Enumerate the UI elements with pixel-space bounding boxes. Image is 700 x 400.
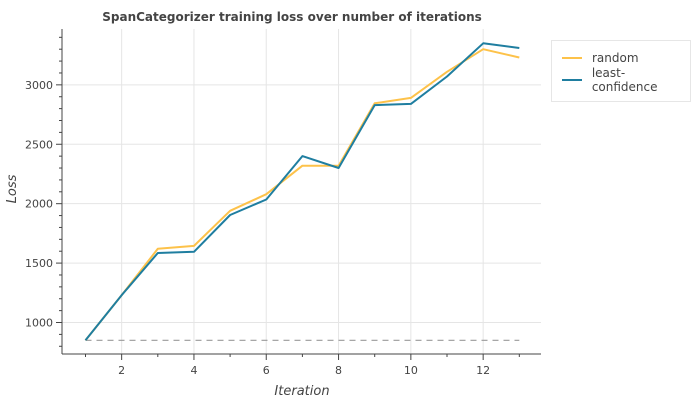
x-axis-label: Iteration xyxy=(274,384,329,399)
series-line-random xyxy=(84,48,520,341)
series-line-least-confidence xyxy=(84,42,520,341)
x-tick-label: 2 xyxy=(118,364,125,377)
axes: 2 4 6 8 10 12 1000 1500 2000 2500 3000 xyxy=(25,29,541,377)
chart-title: SpanCategorizer training loss over numbe… xyxy=(102,10,482,24)
x-tick-label: 4 xyxy=(190,364,197,377)
x-tick-label: 10 xyxy=(404,364,418,377)
y-tick-label: 3000 xyxy=(25,79,53,92)
x-tick-label: 12 xyxy=(476,364,490,377)
y-tick-label: 2000 xyxy=(25,198,53,211)
grid-lines xyxy=(62,29,541,354)
x-tick-label: 6 xyxy=(263,364,270,377)
legend-label-random: random xyxy=(592,51,639,65)
y-axis-label: Loss xyxy=(5,174,20,203)
x-tick-label: 8 xyxy=(335,364,342,377)
y-tick-label: 2500 xyxy=(25,138,53,151)
legend-swatch-random xyxy=(562,57,582,59)
legend: random least-confidence xyxy=(551,40,691,102)
series-lines xyxy=(84,42,520,341)
legend-item-least-confidence: least-confidence xyxy=(562,66,690,94)
y-tick-label: 1000 xyxy=(25,317,53,330)
legend-item-random: random xyxy=(562,49,639,67)
legend-swatch-least-confidence xyxy=(562,79,582,81)
legend-label-least-confidence: least-confidence xyxy=(591,66,658,94)
y-tick-label: 1500 xyxy=(25,257,53,270)
